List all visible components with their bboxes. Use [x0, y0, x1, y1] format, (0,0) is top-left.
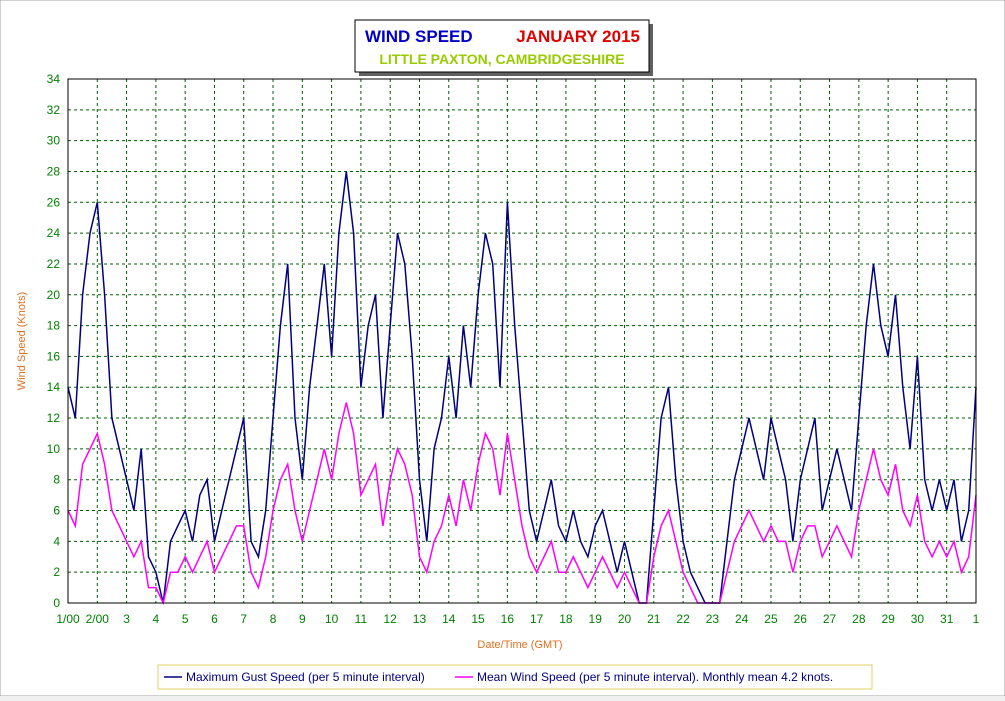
x-tick-label: 7	[240, 612, 247, 626]
x-tick-label: 4	[153, 612, 160, 626]
x-tick-label: 23	[706, 612, 720, 626]
plot-border	[67, 78, 977, 604]
y-tick-label: 34	[47, 72, 61, 86]
x-tick-label: 26	[794, 612, 808, 626]
x-tick-label: 19	[589, 612, 603, 626]
x-tick-label: 8	[270, 612, 277, 626]
x-tick-label: 3	[123, 612, 130, 626]
y-tick-label: 26	[47, 195, 61, 209]
y-tick-label: 2	[53, 565, 60, 579]
x-tick-label: 15	[471, 612, 485, 626]
x-tick-label: 21	[647, 612, 661, 626]
title-box	[354, 19, 650, 73]
x-axis-label: Date/Time (GMT)	[477, 639, 562, 651]
x-tick-label: 9	[299, 612, 306, 626]
x-tick-label: 29	[881, 612, 895, 626]
y-tick-label: 14	[47, 380, 61, 394]
y-tick-label: 28	[47, 164, 61, 178]
y-tick-label: 22	[47, 257, 61, 271]
x-tick-label: 31	[940, 612, 954, 626]
x-tick-label: 18	[559, 612, 573, 626]
y-tick-label: 20	[47, 288, 61, 302]
x-tick-label: 2/00	[86, 612, 110, 626]
x-tick-label: 24	[735, 612, 749, 626]
legend-label: Mean Wind Speed (per 5 minute interval).…	[477, 670, 833, 684]
x-tick-label: 30	[911, 612, 925, 626]
chart-title: WIND SPEED	[365, 27, 473, 46]
x-tick-label: 12	[384, 612, 398, 626]
y-tick-label: 24	[47, 226, 61, 240]
legend-label: Maximum Gust Speed (per 5 minute interva…	[186, 670, 425, 684]
y-tick-label: 0	[53, 596, 60, 610]
series-line	[67, 171, 977, 604]
legend-box	[157, 664, 873, 690]
x-tick-label: 28	[852, 612, 866, 626]
y-axis-label: Wind Speed (Knots)	[16, 292, 28, 390]
y-tick-label: 6	[53, 504, 60, 518]
x-tick-label: 10	[325, 612, 339, 626]
y-tick-label: 4	[53, 534, 60, 548]
series-line	[67, 402, 977, 606]
x-tick-label: 20	[618, 612, 632, 626]
x-tick-label: 27	[823, 612, 837, 626]
x-tick-label: 17	[530, 612, 544, 626]
chart-subtitle: LITTLE PAXTON, CAMBRIDGESHIRE	[379, 51, 624, 67]
y-tick-label: 30	[47, 134, 61, 148]
x-tick-label: 16	[501, 612, 515, 626]
plot-background	[68, 79, 976, 603]
y-tick-label: 10	[47, 442, 61, 456]
x-tick-label: 22	[676, 612, 690, 626]
x-tick-label: 1/00	[56, 612, 80, 626]
x-tick-label: 1	[973, 612, 980, 626]
y-tick-label: 16	[47, 349, 61, 363]
x-tick-label: 11	[355, 612, 368, 626]
y-tick-label: 18	[47, 319, 61, 333]
x-tick-label: 6	[211, 612, 218, 626]
x-tick-label: 5	[182, 612, 189, 626]
y-tick-label: 8	[53, 473, 60, 487]
x-tick-label: 14	[442, 612, 456, 626]
y-tick-label: 12	[47, 411, 61, 425]
chart-period: JANUARY 2015	[516, 27, 640, 46]
y-tick-label: 32	[47, 103, 61, 117]
x-tick-label: 25	[764, 612, 778, 626]
x-tick-label: 13	[413, 612, 427, 626]
